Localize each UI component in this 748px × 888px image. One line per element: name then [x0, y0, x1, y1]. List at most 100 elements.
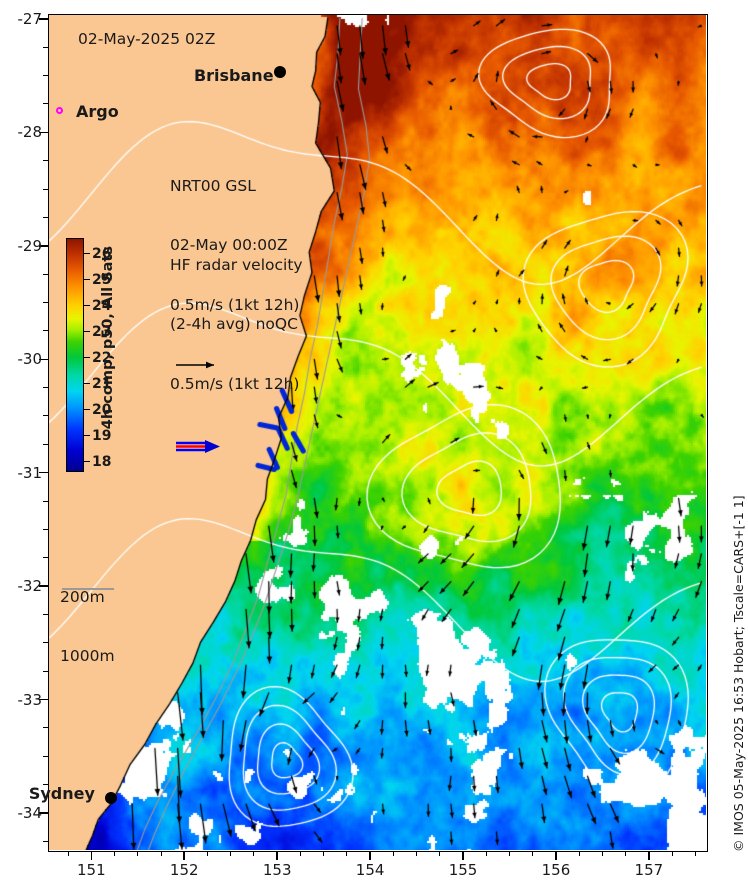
y-axis-tick-label: -30 [17, 350, 43, 369]
colorbar-tick-mark [84, 356, 90, 359]
hf-legend-line2: (2-4h avg) noQC [170, 315, 298, 334]
y-tick-minor [43, 415, 48, 417]
x-axis-tick-label: 156 [541, 861, 571, 879]
x-tick-minor [299, 850, 301, 856]
gsl-scale-arrow-icon [176, 361, 214, 369]
x-tick-major [369, 850, 371, 860]
x-axis-tick-label: 153 [262, 861, 292, 879]
depth-contour-legend: 200m 1000m [60, 548, 115, 707]
y-tick-major [39, 358, 48, 360]
x-tick-minor [532, 850, 534, 856]
x-tick-major [90, 850, 93, 860]
y-tick-major [39, 812, 48, 814]
y-tick-minor [43, 46, 48, 48]
y-tick-minor [43, 103, 48, 105]
colorbar-tick-mark [84, 330, 90, 333]
y-tick-minor [43, 387, 48, 389]
y-tick-major [39, 585, 48, 587]
x-tick-major [462, 850, 464, 860]
city-label-sydney: Sydney [28, 784, 95, 804]
x-tick-minor [346, 850, 348, 856]
y-tick-minor [43, 755, 48, 757]
colorbar-axis-title: 4h comp, p50, All Sats [100, 246, 116, 430]
x-tick-minor [485, 850, 487, 856]
x-tick-minor [694, 850, 696, 856]
x-tick-minor [439, 850, 441, 856]
colorbar-tick-mark [84, 252, 90, 255]
x-tick-minor [230, 850, 232, 856]
x-tick-minor [601, 850, 603, 856]
sst-map-canvas[interactable] [49, 15, 706, 850]
y-tick-minor [43, 784, 48, 786]
y-tick-minor [43, 302, 48, 304]
y-axis-tick-label: -32 [17, 577, 43, 596]
x-tick-minor [671, 850, 673, 856]
map-plot-area[interactable] [48, 14, 708, 852]
hf-legend-line1: HF radar velocity [170, 255, 303, 274]
colorbar-tick-mark [84, 304, 90, 307]
city-label-brisbane: Brisbane [193, 66, 274, 86]
x-tick-major [276, 850, 278, 860]
y-tick-minor [43, 528, 48, 530]
timestamp-label: 02-May-2025 02Z [78, 30, 216, 48]
x-axis-tick-label: 152 [169, 861, 199, 879]
y-tick-minor [43, 500, 48, 502]
y-tick-minor [43, 330, 48, 332]
colorbar-tick-mark [84, 434, 90, 437]
colorbar-tick-mark [84, 278, 90, 281]
y-tick-minor [43, 443, 48, 445]
x-tick-minor [416, 850, 418, 856]
x-tick-minor [323, 850, 325, 856]
hf-legend-line3: 0.5m/s (1kt 12h) [170, 374, 300, 393]
x-tick-major [555, 850, 557, 860]
credit-label: © IMOS 05-May-2025 16:53 Hobart; Tscale=… [731, 495, 746, 852]
colorbar-gradient [66, 238, 84, 472]
x-tick-minor [253, 850, 255, 856]
sst-colorbar[interactable]: 18 19 20 21 22 23 24 25 26 [66, 238, 111, 472]
y-axis-tick-label: -34 [17, 804, 43, 823]
colorbar-tick-mark [84, 382, 90, 385]
x-axis-tick-label: 155 [448, 861, 478, 879]
x-tick-minor [160, 850, 162, 856]
x-tick-minor [67, 850, 69, 856]
x-tick-minor [392, 850, 394, 856]
y-tick-major [39, 245, 48, 247]
x-tick-major [648, 850, 650, 860]
y-axis-tick-label: -27 [17, 9, 43, 28]
y-tick-minor [43, 840, 48, 842]
colorbar-tick-label: 22 [92, 349, 112, 366]
colorbar-tick-label: 24 [92, 297, 112, 314]
y-axis-tick-label: -29 [17, 236, 43, 255]
depth-legend-rule [62, 588, 114, 590]
y-tick-major [39, 698, 48, 701]
y-axis-tick-label: -31 [17, 463, 43, 482]
y-tick-minor [43, 670, 48, 672]
y-tick-minor [43, 160, 48, 162]
y-tick-minor [43, 216, 48, 218]
colorbar-tick-mark [84, 460, 90, 463]
colorbar-tick-label: 19 [92, 427, 112, 444]
y-tick-major [39, 471, 48, 474]
colorbar-tick-mark [84, 408, 90, 411]
y-tick-minor [43, 75, 48, 77]
y-tick-major [39, 131, 48, 134]
gsl-legend-line2: 02-May 00:00Z [170, 236, 288, 255]
colorbar-tick-label: 26 [92, 245, 112, 262]
x-axis-tick-label: 151 [76, 861, 106, 879]
y-axis-tick-label: -33 [17, 690, 43, 709]
x-tick-minor [206, 850, 208, 856]
city-marker-sydney [104, 792, 117, 805]
argo-marker-icon [56, 107, 63, 114]
x-tick-minor [508, 850, 510, 856]
y-tick-minor [43, 557, 48, 559]
x-tick-minor [114, 850, 116, 856]
argo-legend-label: Argo [76, 102, 119, 121]
x-axis-tick-label: 157 [634, 861, 664, 879]
gsl-legend-line1: NRT00 GSL [170, 176, 256, 195]
gsl-legend-line3: 0.5m/s (1kt 12h) [170, 295, 300, 314]
y-tick-minor [43, 614, 48, 616]
colorbar-tick-label: 18 [92, 453, 112, 470]
y-axis-tick-label: -28 [17, 123, 43, 142]
y-tick-major [39, 18, 48, 20]
